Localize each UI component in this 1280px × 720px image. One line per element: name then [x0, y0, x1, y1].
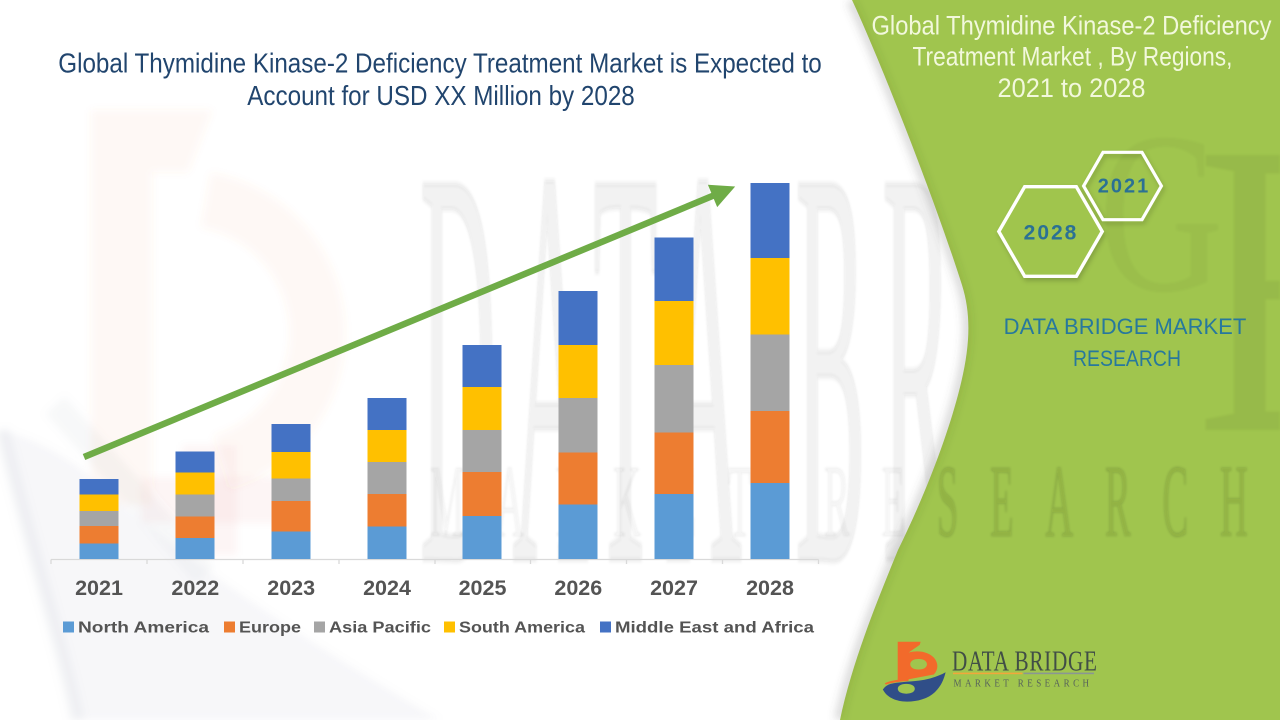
svg-text:DATA BRIDGE: DATA BRIDGE: [952, 645, 1098, 677]
svg-text:E: E: [1196, 57, 1280, 522]
svg-text:Asia Pacific: Asia Pacific: [329, 620, 431, 637]
svg-text:Global Thymidine Kinase-2 Defi: Global Thymidine Kinase-2 Deficiency Tre…: [58, 48, 822, 79]
svg-text:MARKET RESEARCH: MARKET RESEARCH: [954, 679, 1093, 690]
svg-text:2028: 2028: [746, 576, 794, 600]
svg-text:2021: 2021: [1098, 176, 1151, 198]
svg-text:2021 to 2028: 2021 to 2028: [998, 73, 1146, 103]
svg-text:Treatment Market , By Regions,: Treatment Market , By Regions,: [913, 42, 1233, 72]
svg-text:2028: 2028: [1024, 222, 1079, 245]
svg-text:Middle East and Africa: Middle East and Africa: [615, 620, 814, 637]
svg-text:North America: North America: [78, 620, 209, 637]
svg-text:2023: 2023: [267, 576, 315, 600]
svg-text:Account for USD XX Million by: Account for USD XX Million by 2028: [247, 80, 635, 111]
svg-text:2025: 2025: [459, 576, 507, 600]
svg-text:South America: South America: [459, 620, 585, 637]
svg-text:2021: 2021: [75, 576, 123, 600]
svg-text:2026: 2026: [554, 576, 602, 600]
svg-text:RESEARCH: RESEARCH: [1073, 346, 1181, 371]
svg-text:Global Thymidine Kinase-2 Defi: Global Thymidine Kinase-2 Deficiency: [872, 11, 1273, 41]
svg-text:2027: 2027: [650, 576, 698, 600]
svg-text:Europe: Europe: [239, 620, 301, 637]
svg-text:2022: 2022: [171, 576, 219, 600]
svg-text:DATA BRIDGE MARKET: DATA BRIDGE MARKET: [1004, 314, 1247, 339]
svg-text:2024: 2024: [363, 576, 411, 600]
